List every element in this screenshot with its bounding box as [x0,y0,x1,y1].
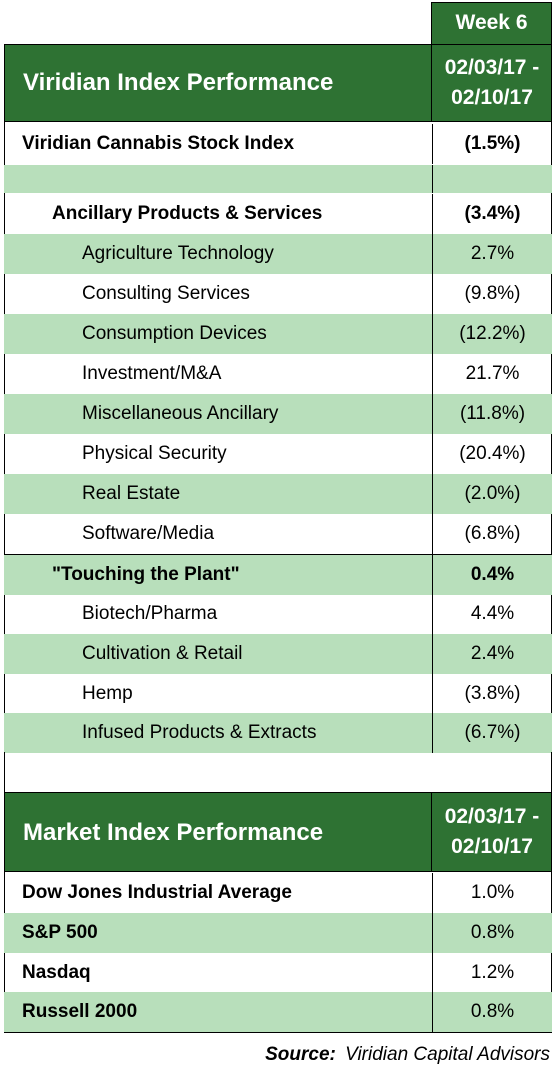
market-header: Market Index Performance 02/03/17 - 02/1… [4,792,552,872]
ancillary-label: Ancillary Products & Services [52,203,323,224]
table-row: Biotech/Pharma 4.4% [4,594,552,634]
row-value: 1.2% [432,953,552,993]
row-value: (2.0%) [432,474,552,514]
row-value: 2.4% [432,634,552,674]
spacer-band-value-cell [432,165,552,193]
viridian-header: Viridian Index Performance 02/03/17 - 02… [4,44,552,122]
row-value: 0.8% [432,913,552,953]
row-value: (12.2%) [432,314,552,354]
viridian-date-line1: 02/03/17 - [444,56,540,79]
row-label: Biotech/Pharma [82,603,218,624]
row-label: Software/Media [82,523,215,544]
week-label: Week 6 [455,11,528,34]
row-label: Agriculture Technology [82,243,274,264]
index-value: (1.5%) [432,124,552,164]
row-value: 2.7% [432,234,552,274]
row-label: Russell 2000 [22,1001,138,1022]
row-label: Hemp [82,683,133,704]
row-label: Infused Products & Extracts [82,722,317,743]
viridian-date-line2: 02/10/17 [451,86,533,109]
row-label: Physical Security [82,443,227,464]
source-label: Source: [265,1044,336,1065]
row-value: 1.0% [432,873,552,913]
row-value: 4.4% [432,594,552,634]
row-label: Dow Jones Industrial Average [22,882,292,903]
table-row: Infused Products & Extracts (6.7%) [4,713,552,753]
row-value: (3.8%) [432,674,552,714]
table-row: Real Estate (2.0%) [4,474,552,514]
table-row: Software/Media (6.8%) [4,514,552,556]
table-row: Physical Security (20.4%) [4,434,552,474]
table-row: Consumption Devices (12.2%) [4,314,552,354]
market-date-line2: 02/10/17 [451,835,533,858]
table-row: Investment/M&A 21.7% [4,354,552,394]
spacer-band [4,165,552,193]
table-row: Hemp (3.8%) [4,674,552,714]
row-value: 0.8% [432,992,552,1032]
touching-label: "Touching the Plant" [52,564,240,585]
table-row-index-total: Viridian Cannabis Stock Index (1.5%) [4,124,552,164]
row-value: (20.4%) [432,434,552,474]
table-row: Nasdaq 1.2% [4,953,552,993]
table-row-touching: "Touching the Plant" 0.4% [4,555,552,595]
row-value: (11.8%) [432,394,552,434]
row-label: Nasdaq [22,962,91,983]
table-row: Agriculture Technology 2.7% [4,234,552,274]
row-value: (6.7%) [432,713,552,753]
source-text: Viridian Capital Advisors [345,1044,550,1065]
market-title: Market Index Performance [23,819,324,846]
table-row: Miscellaneous Ancillary (11.8%) [4,394,552,434]
row-label: Consumption Devices [82,323,267,344]
table-gap [4,752,552,792]
row-value: (6.8%) [432,514,552,554]
row-label: Consulting Services [82,283,250,304]
table-row: Consulting Services (9.8%) [4,274,552,314]
market-date-cell: 02/03/17 - 02/10/17 [431,792,552,872]
touching-value: 0.4% [432,555,552,595]
ancillary-value: (3.4%) [432,194,552,234]
row-label: S&P 500 [22,922,98,943]
table-row: Cultivation & Retail 2.4% [4,634,552,674]
viridian-date-cell: 02/03/17 - 02/10/17 [431,44,552,122]
table-row: Russell 2000 0.8% [4,992,552,1032]
source-line: Source: Viridian Capital Advisors [265,1044,550,1066]
table-row: S&P 500 0.8% [4,913,552,953]
row-label: Investment/M&A [82,363,222,384]
market-date-line1: 02/03/17 - [444,805,540,828]
index-name: Viridian Cannabis Stock Index [22,133,295,154]
table-row: Dow Jones Industrial Average 1.0% [4,873,552,913]
week-header-cell: Week 6 [431,2,552,44]
row-label: Cultivation & Retail [82,643,243,664]
table-row-ancillary: Ancillary Products & Services (3.4%) [4,194,552,234]
row-value: (9.8%) [432,274,552,314]
row-value: 21.7% [432,354,552,394]
row-label: Real Estate [82,483,181,504]
row-label: Miscellaneous Ancillary [82,403,279,424]
viridian-title: Viridian Index Performance [23,69,334,96]
